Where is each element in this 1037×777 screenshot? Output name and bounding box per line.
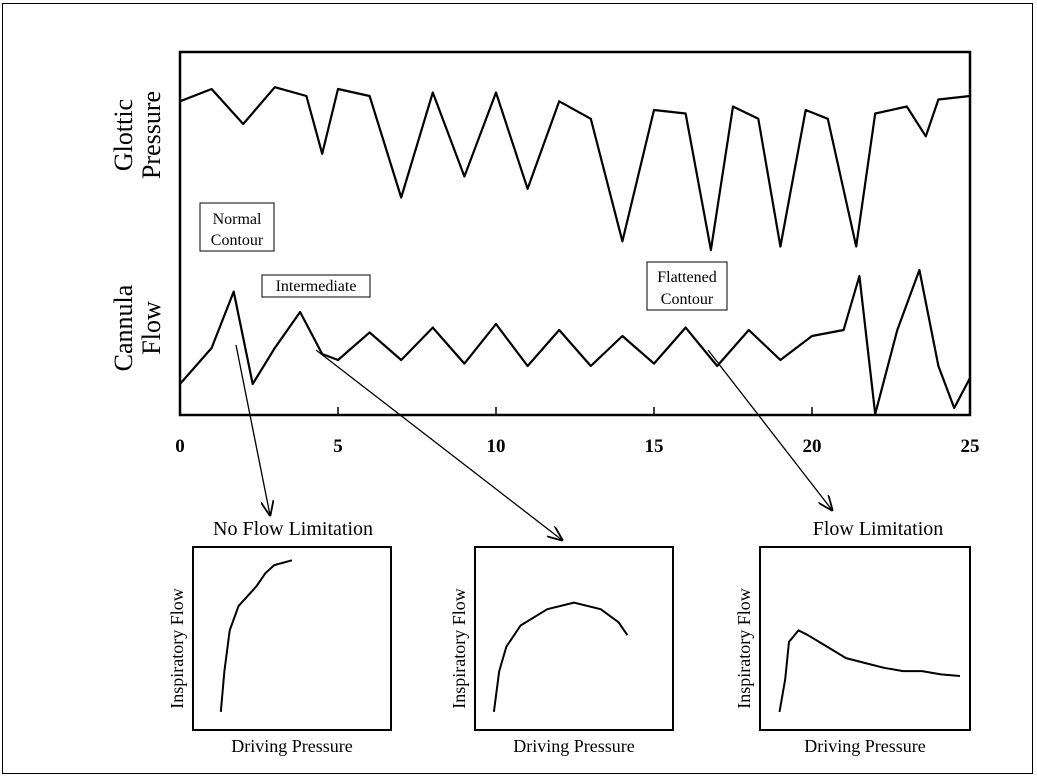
main-chart-box bbox=[178, 50, 972, 417]
cannula-flow-label: Cannula Flow bbox=[109, 284, 166, 371]
annotation-intermediate: Intermediate bbox=[261, 274, 371, 298]
annotation-flattened-line2: Contour bbox=[661, 291, 714, 308]
annotation-normal-line1: Normal bbox=[213, 211, 262, 228]
arrow-to-flow-limitation bbox=[707, 349, 832, 510]
panel-xlabel: Driving Pressure bbox=[513, 736, 634, 756]
arrow-to-intermediate-panel bbox=[315, 349, 562, 540]
ylabel-top-line1: Glottic bbox=[109, 99, 138, 171]
panel-ylabel: Inspiratory Flow bbox=[734, 588, 754, 709]
cannula-flow-line bbox=[179, 268, 971, 416]
annotation-flattened-contour: Flattened Contour bbox=[646, 261, 728, 311]
panel-box bbox=[192, 546, 392, 731]
flow-panel: Driving Pressure Inspiratory Flow bbox=[449, 546, 674, 756]
x-tick-label: 0 bbox=[175, 436, 185, 457]
x-tick-label: 20 bbox=[803, 436, 822, 457]
panel-ylabel: Inspiratory Flow bbox=[167, 588, 187, 709]
panel-box bbox=[474, 546, 674, 731]
panel-ylabel: Inspiratory Flow bbox=[449, 588, 469, 709]
figure-frame bbox=[2, 3, 1033, 774]
annotation-flattened-box bbox=[646, 261, 728, 311]
arrow-to-no-flow-limitation bbox=[235, 344, 270, 515]
panel-flow-curve bbox=[492, 601, 629, 713]
annotation-normal-box bbox=[199, 202, 275, 252]
ylabel-bottom-line1: Cannula bbox=[109, 284, 138, 371]
ylabel-top-line2: Pressure bbox=[137, 91, 166, 179]
flow-panel: No Flow Limitation Driving Pressure Inspir… bbox=[167, 518, 392, 756]
panel-flow-curve bbox=[219, 559, 293, 712]
waveform-series bbox=[179, 86, 971, 416]
panel-caption: Flow Limitation bbox=[813, 518, 944, 540]
x-tick-label: 15 bbox=[645, 436, 664, 457]
x-tick-label: 10 bbox=[487, 436, 506, 457]
glottic-pressure-line bbox=[179, 86, 971, 252]
annotation-normal-contour: Normal Contour bbox=[199, 202, 275, 252]
x-tick-label: 5 bbox=[333, 436, 343, 457]
panel-caption: No Flow Limitation bbox=[213, 518, 373, 540]
glottic-pressure-label: Glottic Pressure bbox=[109, 91, 166, 179]
ylabel-bottom-line2: Flow bbox=[137, 301, 166, 355]
flow-panel: Flow Limitation Driving Pressure Inspirato… bbox=[734, 518, 971, 756]
flow-panels: No Flow Limitation Driving Pressure Inspir… bbox=[167, 518, 971, 756]
panel-flow-curve bbox=[778, 629, 961, 713]
annotation-flattened-line1: Flattened bbox=[657, 269, 717, 286]
panel-box bbox=[759, 546, 971, 731]
annotation-normal-line2: Contour bbox=[211, 232, 264, 249]
annotation-intermediate-text: Intermediate bbox=[276, 278, 357, 295]
panel-xlabel: Driving Pressure bbox=[804, 736, 925, 756]
x-axis-ticks: 0 5 10 15 20 25 bbox=[175, 407, 980, 457]
panel-xlabel: Driving Pressure bbox=[231, 736, 352, 756]
annotation-intermediate-box bbox=[261, 274, 371, 298]
x-tick-label: 25 bbox=[961, 436, 980, 457]
